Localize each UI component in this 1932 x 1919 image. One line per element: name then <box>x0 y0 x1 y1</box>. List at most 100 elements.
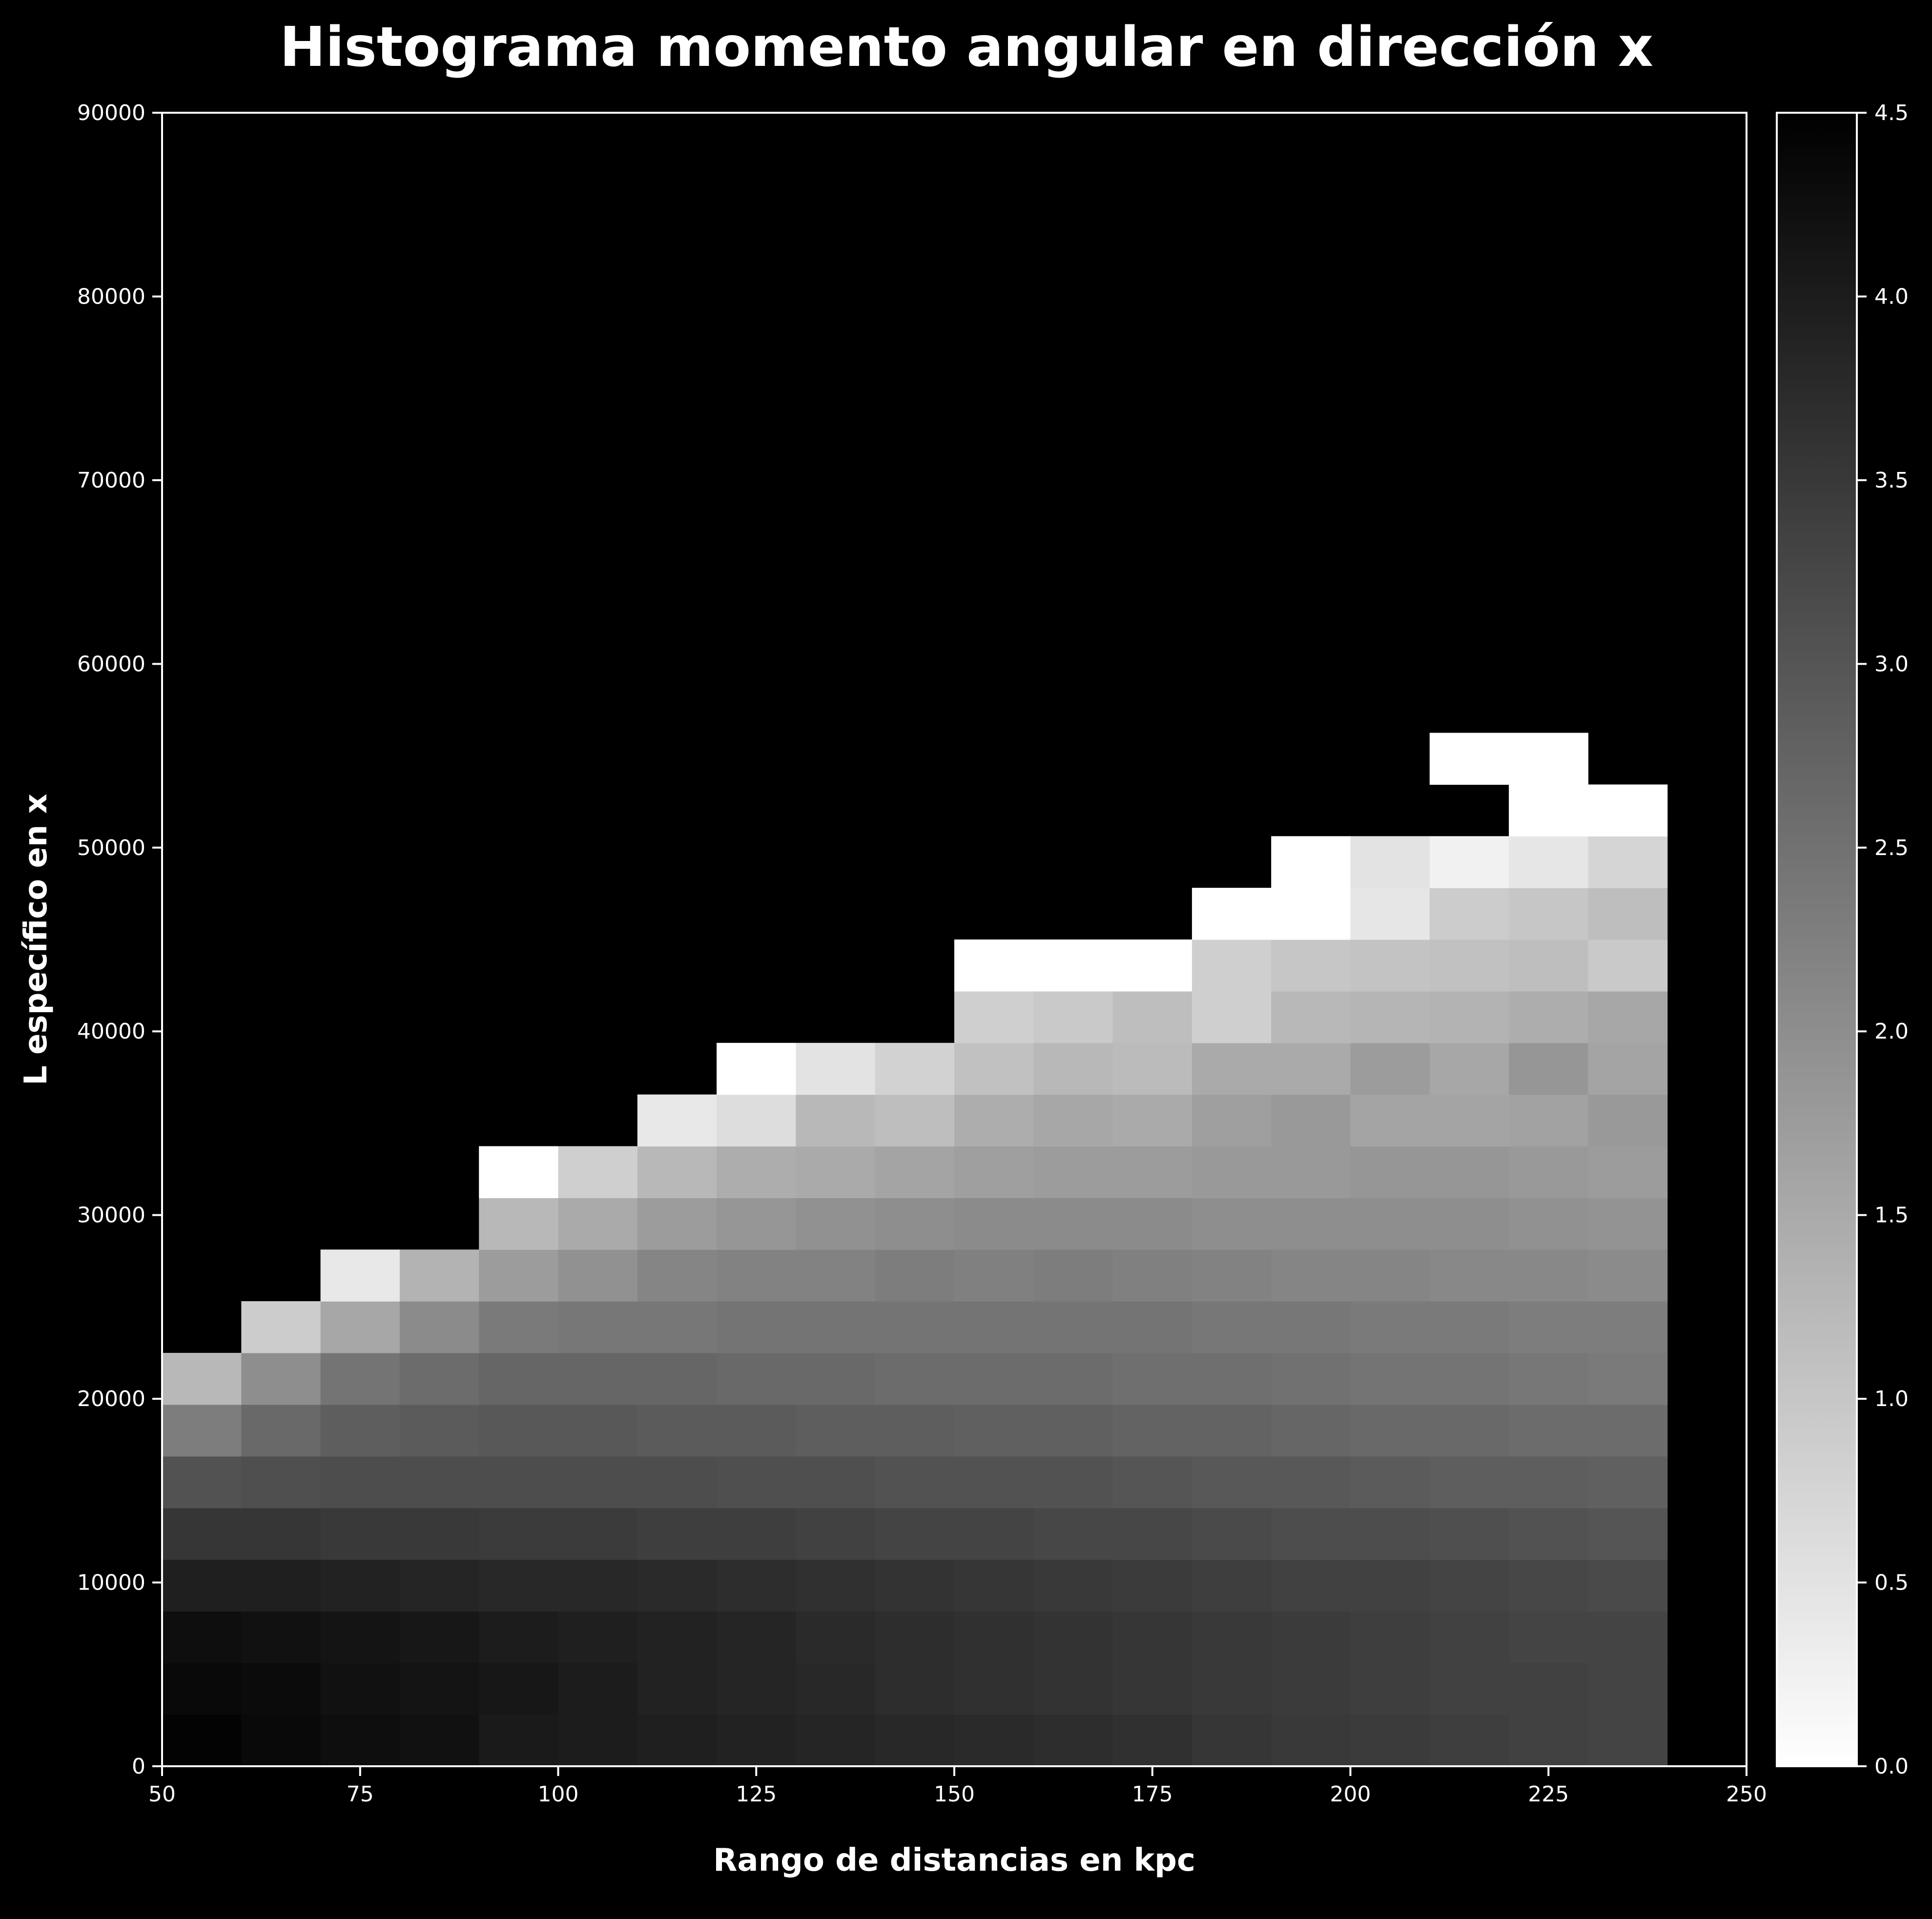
y-axis-label: L específico en x <box>18 794 54 1085</box>
heatmap-cell <box>1350 1715 1430 1767</box>
heatmap-cell <box>1112 1559 1192 1612</box>
heatmap-cell <box>1588 991 1668 1043</box>
heatmap-cell <box>479 1353 559 1405</box>
heatmap-cell <box>637 1611 717 1663</box>
heatmap-cell <box>558 1559 638 1612</box>
heatmap-cell <box>796 1508 876 1560</box>
heatmap-cell <box>796 1611 876 1663</box>
heatmap-cell <box>796 1404 876 1457</box>
heatmap-cell <box>796 1042 876 1095</box>
colorbar-tick-label: 3.0 <box>1874 652 1909 676</box>
heatmap-cell <box>954 1042 1034 1095</box>
heatmap-cell <box>320 1559 400 1612</box>
heatmap-cell <box>1112 1508 1192 1560</box>
heatmap-cell <box>954 1094 1034 1147</box>
heatmap-cell <box>1033 1663 1113 1715</box>
x-tick-label: 150 <box>934 1782 975 1807</box>
heatmap-cell <box>875 1042 955 1095</box>
heatmap-cell <box>954 1663 1034 1715</box>
heatmap-cell <box>1033 1559 1113 1612</box>
heatmap-cell <box>1112 1663 1192 1715</box>
heatmap-cell <box>1350 1663 1430 1715</box>
heatmap-cell <box>1429 1353 1509 1405</box>
heatmap-cell <box>717 1611 796 1663</box>
heatmap-cell <box>1271 1198 1351 1250</box>
heatmap-cell <box>717 1042 796 1095</box>
y-tick-label: 20000 <box>77 1387 145 1411</box>
heatmap-cell <box>1192 1198 1272 1250</box>
heatmap-cell <box>1350 836 1430 888</box>
heatmap-cell <box>1033 1301 1113 1353</box>
heatmap-cell <box>1429 1404 1509 1457</box>
heatmap-cell <box>1429 939 1509 992</box>
y-tick-label: 60000 <box>77 652 145 676</box>
heatmap-cell <box>558 1249 638 1302</box>
heatmap-cell <box>1192 1301 1272 1353</box>
heatmap-cell <box>1429 1611 1509 1663</box>
heatmap-cell <box>1509 1353 1588 1405</box>
heatmap-cell <box>1350 1508 1430 1560</box>
y-tick-label: 30000 <box>77 1203 145 1228</box>
heatmap-cell <box>875 1249 955 1302</box>
heatmap-cell <box>1588 939 1668 992</box>
heatmap-cell <box>717 1559 796 1612</box>
heatmap-cell <box>399 1456 479 1509</box>
heatmap-cell <box>717 1404 796 1457</box>
heatmap-cell <box>1429 733 1509 785</box>
heatmap-cell <box>796 1715 876 1767</box>
colorbar-tick-label: 2.5 <box>1874 836 1909 860</box>
heatmap-cell <box>1192 1508 1272 1560</box>
heatmap-cell <box>162 1456 242 1509</box>
heatmap-cell <box>637 1456 717 1509</box>
heatmap-cell <box>1509 991 1588 1043</box>
heatmap-cell <box>162 1353 242 1405</box>
heatmap-cell <box>875 1559 955 1612</box>
heatmap-cell <box>399 1301 479 1353</box>
heatmap-cell <box>1033 1508 1113 1560</box>
colorbar <box>1776 112 1858 1767</box>
heatmap-cell <box>399 1249 479 1302</box>
heatmap-cell <box>558 1353 638 1405</box>
heatmap-cell <box>1271 1663 1351 1715</box>
colorbar-tick-label: 3.5 <box>1874 468 1909 493</box>
heatmap-cell <box>241 1663 321 1715</box>
heatmap-cell <box>954 1715 1034 1767</box>
heatmap-cell <box>558 1198 638 1250</box>
heatmap-cell <box>1588 1094 1668 1147</box>
heatmap-cell <box>241 1559 321 1612</box>
heatmap-cell <box>479 1301 559 1353</box>
heatmap-cell <box>479 1508 559 1560</box>
heatmap-cell <box>1588 1456 1668 1509</box>
heatmap-cell <box>1112 1353 1192 1405</box>
heatmap-cell <box>399 1611 479 1663</box>
heatmap-cell <box>1271 1715 1351 1767</box>
heatmap-cell <box>1112 1715 1192 1767</box>
heatmap-cell <box>1271 939 1351 992</box>
heatmap-cell <box>875 1146 955 1198</box>
heatmap-cell <box>1588 1249 1668 1302</box>
heatmap-cell <box>1192 888 1272 940</box>
colorbar-tick-label: 0.0 <box>1874 1754 1909 1779</box>
heatmap-cell <box>1271 1249 1351 1302</box>
heatmap-cell <box>1192 1611 1272 1663</box>
heatmap-cell <box>1588 1301 1668 1353</box>
heatmap-cell <box>399 1508 479 1560</box>
heatmap-cell <box>479 1715 559 1767</box>
heatmap-cell <box>1350 1094 1430 1147</box>
heatmap-cell <box>558 1508 638 1560</box>
heatmap-cell <box>1112 991 1192 1043</box>
heatmap-cell <box>162 1404 242 1457</box>
heatmap-cell <box>479 1146 559 1198</box>
heatmap-cell <box>1033 1146 1113 1198</box>
heatmap-cell <box>637 1508 717 1560</box>
heatmap-cell <box>637 1301 717 1353</box>
heatmap-cell <box>1588 1404 1668 1457</box>
heatmap-cell <box>954 1198 1034 1250</box>
heatmap-cell <box>1509 1715 1588 1767</box>
heatmap-cell <box>954 1353 1034 1405</box>
heatmap-cell <box>796 1198 876 1250</box>
y-tick-label: 80000 <box>77 284 145 309</box>
heatmap-cell <box>954 1249 1034 1302</box>
heatmap-cell <box>954 1456 1034 1509</box>
